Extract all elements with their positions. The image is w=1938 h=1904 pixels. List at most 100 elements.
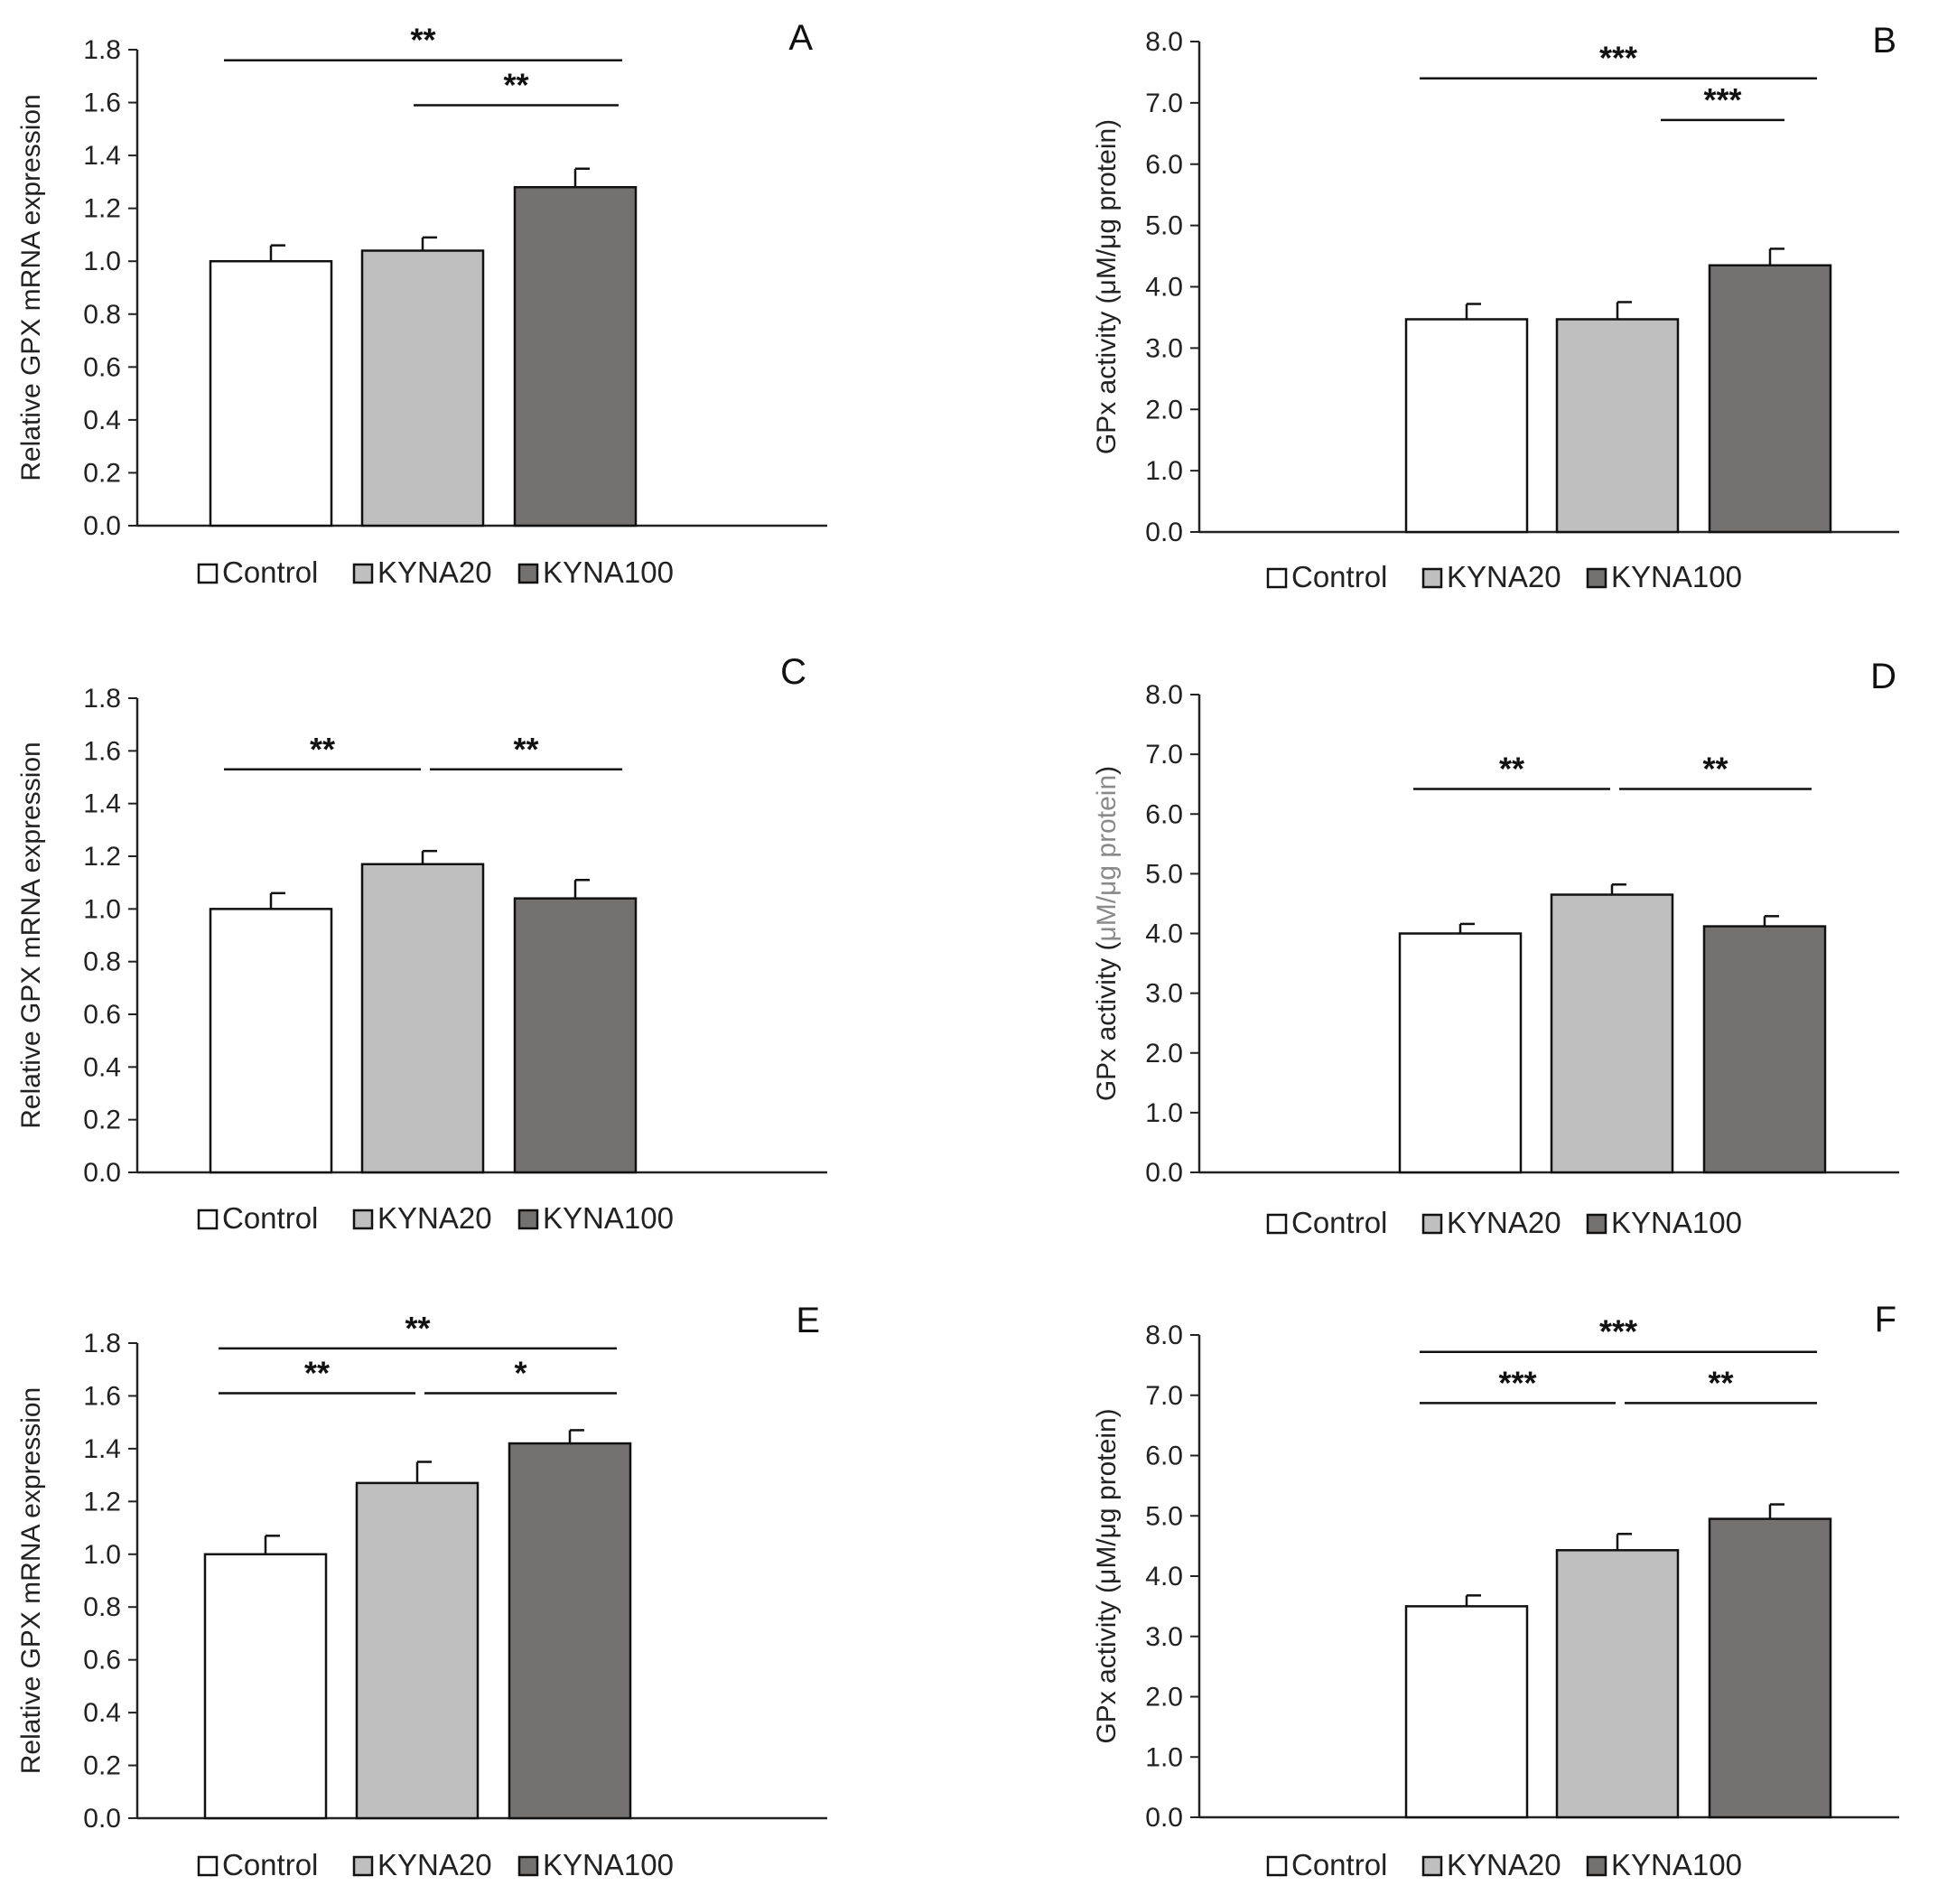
y-tick-label: 0.4: [83, 1052, 121, 1082]
y-axis-label: Relative GPX mRNA expression: [16, 742, 46, 1129]
bar-control: [1398, 932, 1523, 1174]
significance-label: **: [1499, 750, 1524, 787]
y-tick-label: 0.0: [1145, 1158, 1183, 1188]
legend-swatch-kyna20: [352, 1209, 374, 1230]
legend-swatch-kyna100: [1586, 1213, 1607, 1235]
legend-swatch-kyna100: [517, 1209, 539, 1230]
legend-label-kyna20: KYNA20: [1447, 560, 1561, 593]
legend-swatch-kyna20: [1421, 1213, 1443, 1235]
y-tick-label: 3.0: [1145, 1622, 1183, 1652]
y-tick-label: 4.0: [1145, 1562, 1183, 1591]
y-tick-label: 1.8: [83, 1329, 121, 1358]
y-tick-label: 3.0: [1145, 979, 1183, 1009]
significance-label: **: [1702, 750, 1728, 787]
y-tick-label: 4.0: [1145, 919, 1183, 949]
legend-swatch-kyna20: [1421, 1855, 1443, 1877]
y-tick-label: 4.0: [1145, 273, 1183, 303]
panel-letter: E: [796, 1301, 820, 1340]
legend-label-kyna20: KYNA20: [377, 555, 492, 589]
y-tick-label: 0.0: [1145, 1803, 1183, 1833]
legend-label-kyna20: KYNA20: [1447, 1206, 1561, 1239]
bar-kyna20: [360, 249, 485, 527]
legend-label-kyna100: KYNA100: [1611, 560, 1742, 593]
legend-swatch-kyna100: [517, 563, 539, 584]
chart-d: 0.0 1.0 2.0 3.0 4.0 5.0 6.0 7.0 8.0 GPx activity …: [1092, 657, 1899, 1239]
y-tick-label: 1.0: [1145, 1098, 1183, 1128]
y-tick-label: 1.2: [83, 842, 121, 872]
panel-d: 0.0 1.0 2.0 3.0 4.0 5.0 6.0 7.0 8.0 GPx activity …: [969, 634, 1938, 1268]
y-tick-label: 1.6: [83, 736, 121, 766]
y-axis-label-part: ): [1092, 766, 1122, 775]
legend-label-control: Control: [1291, 1848, 1387, 1881]
panel-a: 0.0 0.2 0.4 0.6 0.8 1.0 1.2 1.4 1.6 1.8 Relative G…: [0, 0, 969, 634]
y-tick-label: 0.6: [83, 1646, 121, 1675]
y-tick-label: 0.8: [83, 1592, 121, 1622]
y-tick-label: 7.0: [1145, 89, 1183, 118]
legend-label-kyna100: KYNA100: [543, 1848, 674, 1881]
bar-control: [1404, 1605, 1529, 1819]
legend-label-control: Control: [1291, 1206, 1387, 1239]
y-tick-label: 3.0: [1145, 333, 1183, 363]
legend-swatch-kyna100: [1586, 1855, 1607, 1877]
y-tick-label: 2.0: [1145, 1039, 1183, 1069]
y-tick-label: 1.4: [83, 789, 121, 819]
significance-label: ***: [1498, 1364, 1536, 1401]
legend-label-kyna20: KYNA20: [377, 1201, 492, 1235]
panel-f: 0.0 1.0 2.0 3.0 4.0 5.0 6.0 7.0 8.0 GPx activity …: [969, 1268, 1938, 1902]
significance-label: **: [310, 731, 335, 768]
legend-swatch-kyna20: [352, 563, 374, 584]
bar-kyna20: [1550, 893, 1674, 1174]
bar-kyna100: [513, 185, 638, 527]
bar-kyna20: [355, 1481, 480, 1820]
bar-control: [209, 259, 333, 527]
y-axis-label-part: μM/μg protein: [1092, 775, 1122, 942]
bar-kyna20: [1555, 318, 1680, 534]
y-axis-label-part: GPx activity (: [1092, 941, 1122, 1101]
y-tick-label: 1.0: [83, 894, 121, 924]
chart-e: 0.0 0.2 0.4 0.6 0.8 1.0 1.2 1.4 1.6 1.8 Relative G…: [16, 1301, 827, 1881]
significance-label: ***: [1599, 40, 1637, 77]
panel-letter: F: [1875, 1300, 1896, 1339]
y-axis-label: GPx activity (μM/μg protein): [1092, 119, 1122, 454]
legend-swatch-control: [1266, 1213, 1288, 1235]
legend-label-kyna100: KYNA100: [543, 1201, 674, 1235]
y-axis-label: Relative GPX mRNA expression: [16, 1387, 46, 1775]
panel-e: 0.0 0.2 0.4 0.6 0.8 1.0 1.2 1.4 1.6 1.8 Relative G…: [0, 1268, 969, 1902]
bar-control: [203, 1553, 328, 1820]
y-tick-label: 8.0: [1145, 1321, 1183, 1350]
y-tick-label: 1.0: [83, 247, 121, 276]
y-tick-label: 1.8: [83, 35, 121, 65]
legend-swatch-kyna100: [517, 1855, 539, 1877]
legend-label-control: Control: [222, 555, 318, 589]
chart-f: 0.0 1.0 2.0 3.0 4.0 5.0 6.0 7.0 8.0 GPx activity …: [1092, 1300, 1899, 1881]
bar-kyna100: [513, 897, 638, 1174]
bar-kyna100: [508, 1442, 632, 1820]
significance-label: **: [304, 1355, 330, 1392]
chart-c: 0.0 0.2 0.4 0.6 0.8 1.0 1.2 1.4 1.6 1.8 Relative G…: [16, 652, 827, 1235]
y-tick-label: 2.0: [1145, 395, 1183, 425]
y-tick-label: 5.0: [1145, 859, 1183, 889]
legend-label-kyna100: KYNA100: [1611, 1206, 1742, 1239]
bar-kyna100: [1708, 1517, 1832, 1819]
y-tick-label: 6.0: [1145, 150, 1183, 180]
y-tick-label: 0.0: [1145, 518, 1183, 547]
legend-swatch-control: [1266, 567, 1288, 589]
bar-kyna20: [1555, 1549, 1680, 1819]
y-tick-label: 1.6: [83, 89, 121, 118]
legend-label-kyna20: KYNA20: [377, 1848, 492, 1881]
y-tick-label: 0.0: [83, 511, 121, 541]
legend-swatch-control: [197, 1209, 219, 1230]
y-tick-label: 1.0: [1145, 456, 1183, 486]
legend-swatch-kyna20: [352, 1855, 374, 1877]
y-tick-label: 0.4: [83, 406, 121, 435]
y-tick-label: 7.0: [1145, 1381, 1183, 1411]
y-tick-label: 5.0: [1145, 211, 1183, 241]
y-tick-label: 0.0: [83, 1158, 121, 1188]
legend-label-control: Control: [1291, 560, 1387, 593]
bar-kyna100: [1702, 925, 1827, 1174]
y-tick-label: 1.8: [83, 684, 121, 714]
legend-label-control: Control: [222, 1201, 318, 1235]
y-axis-label: GPx activity (μM/μg protein): [1092, 766, 1122, 1101]
significance-label: **: [503, 66, 528, 103]
